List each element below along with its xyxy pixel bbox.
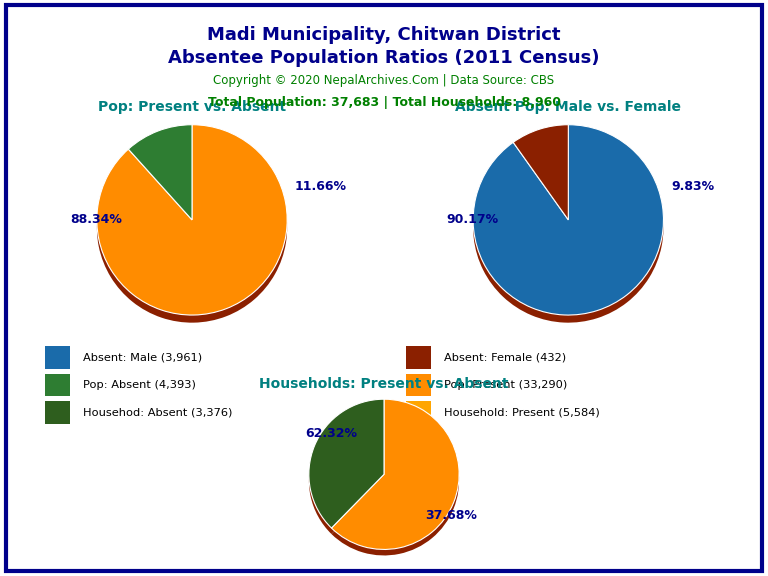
Bar bbox=[406, 346, 431, 369]
Text: 9.83%: 9.83% bbox=[671, 180, 714, 193]
Text: 90.17%: 90.17% bbox=[446, 213, 498, 226]
Text: 37.68%: 37.68% bbox=[425, 509, 477, 522]
Text: 62.32%: 62.32% bbox=[305, 426, 357, 439]
Bar bbox=[406, 374, 431, 396]
Wedge shape bbox=[332, 399, 459, 550]
Wedge shape bbox=[309, 405, 384, 534]
Wedge shape bbox=[473, 132, 664, 323]
Text: Madi Municipality, Chitwan District: Madi Municipality, Chitwan District bbox=[207, 26, 561, 44]
Wedge shape bbox=[128, 125, 192, 220]
Wedge shape bbox=[332, 405, 459, 555]
Text: Absentee Population Ratios (2011 Census): Absentee Population Ratios (2011 Census) bbox=[168, 49, 600, 67]
Text: Pop: Present (33,290): Pop: Present (33,290) bbox=[444, 380, 568, 390]
Title: Pop: Present vs. Absent: Pop: Present vs. Absent bbox=[98, 100, 286, 114]
Wedge shape bbox=[97, 132, 287, 323]
Title: Absent Pop: Male vs. Female: Absent Pop: Male vs. Female bbox=[455, 100, 681, 114]
Title: Households: Present vs. Absent: Households: Present vs. Absent bbox=[260, 377, 508, 391]
Text: Household: Present (5,584): Household: Present (5,584) bbox=[444, 407, 600, 418]
Wedge shape bbox=[513, 132, 568, 228]
Text: Absent: Female (432): Absent: Female (432) bbox=[444, 353, 566, 362]
Bar bbox=[45, 346, 70, 369]
Wedge shape bbox=[128, 132, 192, 228]
Text: Pop: Absent (4,393): Pop: Absent (4,393) bbox=[83, 380, 196, 390]
Bar bbox=[45, 374, 70, 396]
Bar bbox=[45, 401, 70, 424]
Text: 88.34%: 88.34% bbox=[70, 213, 122, 226]
Bar bbox=[406, 401, 431, 424]
Text: Total Population: 37,683 | Total Households: 8,960: Total Population: 37,683 | Total Househo… bbox=[207, 96, 561, 109]
Wedge shape bbox=[309, 399, 384, 528]
Wedge shape bbox=[513, 125, 568, 220]
Text: Absent: Male (3,961): Absent: Male (3,961) bbox=[83, 353, 202, 362]
Wedge shape bbox=[473, 125, 664, 315]
Text: Househod: Absent (3,376): Househod: Absent (3,376) bbox=[83, 407, 233, 418]
Text: Copyright © 2020 NepalArchives.Com | Data Source: CBS: Copyright © 2020 NepalArchives.Com | Dat… bbox=[214, 74, 554, 87]
Text: 11.66%: 11.66% bbox=[295, 180, 347, 193]
Wedge shape bbox=[97, 125, 287, 315]
